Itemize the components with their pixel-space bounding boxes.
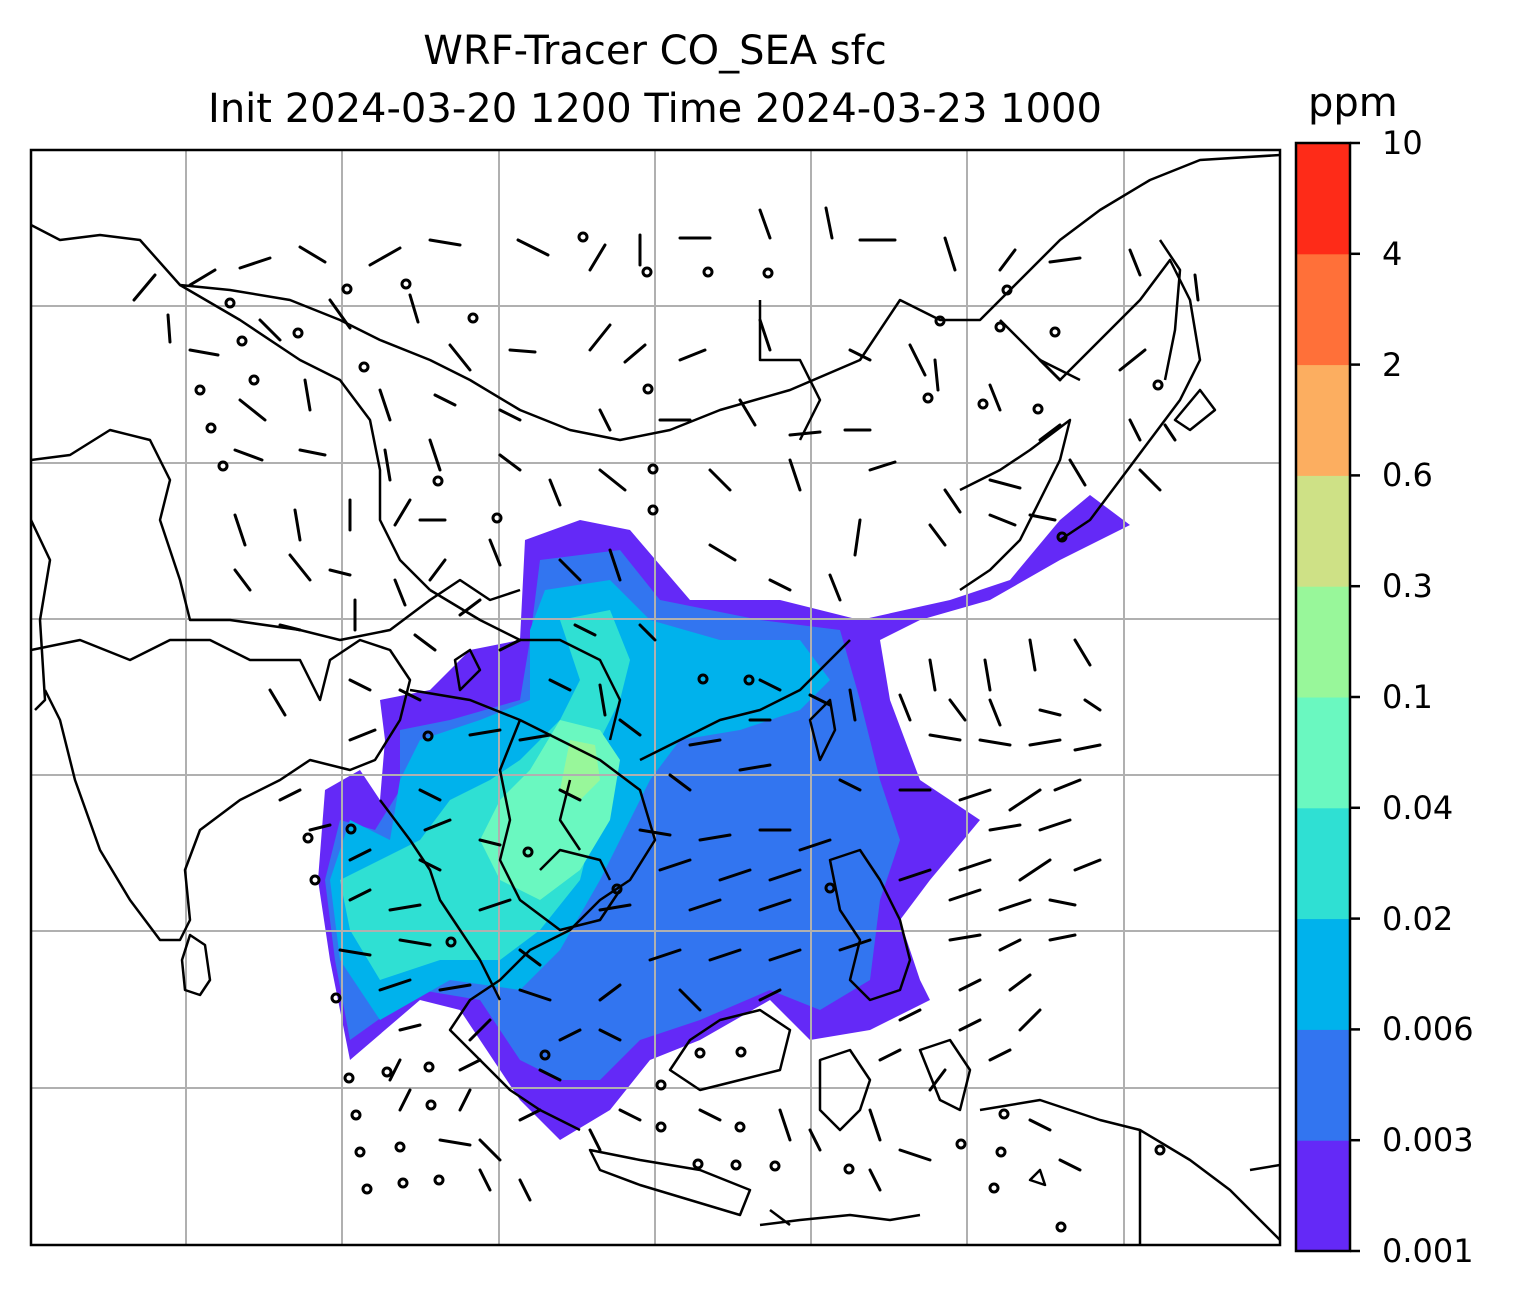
tracer-field (318, 495, 1130, 1140)
colorbar-swatch (1296, 364, 1350, 476)
country-borders (179, 283, 1081, 932)
map-title-line1: WRF-Tracer CO_SEA sfc (423, 28, 887, 74)
colorbar-swatch (1296, 1029, 1350, 1141)
tracer-band-0.02 (340, 610, 630, 980)
colorbar-swatch (1296, 253, 1350, 366)
map-title-line2: Init 2024-03-20 1200 Time 2024-03-23 100… (208, 86, 1102, 132)
wind-barbs (132, 206, 1200, 1202)
colorbar-swatch (1296, 1140, 1350, 1252)
colorbar-tick-label: 0.04 (1382, 788, 1454, 827)
colorbar-tick-label: 0.003 (1382, 1121, 1474, 1160)
colorbar (1294, 141, 1360, 1253)
coastlines (31, 153, 1280, 1245)
colorbar-tick-label: 4 (1382, 234, 1403, 273)
colorbar-tick-label: 10 (1382, 124, 1423, 162)
colorbar-tick-label: 0.3 (1382, 567, 1433, 606)
colorbar-swatch (1296, 807, 1350, 920)
calm-markers (194, 231, 1166, 1233)
map-frame (29, 148, 1282, 1247)
colorbar-swatch (1296, 918, 1350, 1030)
colorbar-tick-label: 0.006 (1382, 1010, 1474, 1049)
colorbar-tick-label: 0.6 (1382, 456, 1433, 495)
colorbar-unit-label: ppm (1308, 80, 1398, 126)
colorbar-tick-label: 0.001 (1382, 1232, 1474, 1270)
colorbar-tick-label: 0.1 (1382, 678, 1433, 716)
colorbar-swatch (1296, 143, 1350, 255)
colorbar-tick-label: 0.02 (1382, 899, 1454, 938)
map-gridlines (31, 150, 1280, 1245)
colorbar-swatch (1296, 586, 1350, 698)
colorbar-swatch (1296, 475, 1350, 587)
colorbar-tick-label: 2 (1382, 345, 1403, 384)
colorbar-swatch (1296, 697, 1350, 809)
